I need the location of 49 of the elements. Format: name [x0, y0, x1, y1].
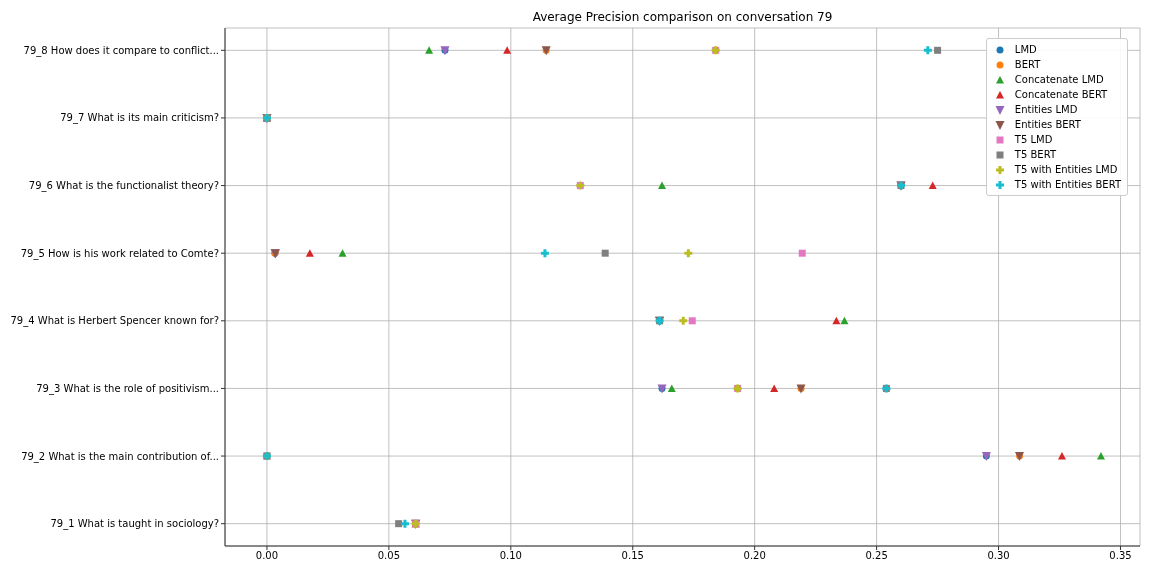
point	[840, 316, 849, 325]
legend-label: LMD	[1014, 44, 1037, 55]
point	[503, 46, 512, 54]
legend-label: BERT	[1014, 59, 1041, 70]
point	[688, 317, 696, 325]
point	[540, 249, 549, 258]
legend-label: Concatenate BERT	[1014, 89, 1108, 100]
point	[684, 249, 693, 258]
y-tick-label: 79_5 How is his work related to Comte?	[20, 247, 219, 260]
legend-label: Entities LMD	[1014, 104, 1078, 115]
y-tick-label: 79_3 What is the role of positivism...	[36, 382, 219, 395]
x-tick-label: 0.05	[377, 550, 401, 562]
legend-label: T5 LMD	[1014, 134, 1053, 145]
point	[667, 384, 676, 392]
legend-label: T5 with Entities LMD	[1014, 164, 1118, 175]
y-tick-label: 79_7 What is its main criticism?	[60, 112, 219, 125]
point	[395, 520, 403, 528]
legend-label: Entities BERT	[1014, 119, 1081, 130]
legend-label: T5 BERT	[1014, 149, 1057, 160]
point	[770, 384, 779, 392]
point	[679, 316, 688, 325]
legend-label: Concatenate LMD	[1014, 74, 1104, 85]
x-tick-label: 0.25	[865, 550, 888, 562]
point	[928, 181, 937, 190]
x-tick-label: 0.10	[499, 550, 522, 562]
x-tick-label: 0.30	[987, 550, 1010, 562]
y-tick-label: 79_1 What is taught in sociology?	[50, 518, 219, 531]
point	[798, 249, 806, 257]
y-tick-label: 79_8 How does it compare to conflict...	[23, 44, 219, 57]
y-tick-label: 79_2 What is the main contribution of...	[21, 450, 219, 463]
point	[832, 316, 841, 325]
x-tick-label: 0.15	[621, 550, 644, 562]
point	[400, 519, 409, 528]
point	[1057, 452, 1066, 460]
y-tick-label: 79_6 What is the functionalist theory?	[28, 180, 219, 193]
point	[923, 46, 932, 55]
y-tick-label: 79_4 What is Herbert Spencer known for?	[10, 315, 219, 328]
point	[425, 46, 434, 54]
x-tick-label: 0.00	[255, 550, 279, 562]
point	[1096, 452, 1105, 460]
point	[658, 181, 667, 190]
point	[338, 249, 347, 257]
point	[305, 249, 314, 257]
chart-title: Average Precision comparison on conversation 79	[531, 10, 834, 24]
point	[601, 249, 609, 257]
point	[934, 46, 942, 54]
x-tick-label: 0.20	[743, 550, 766, 562]
legend-label: T5 with Entities BERT	[1014, 179, 1121, 190]
x-tick-label: 0.35	[1109, 550, 1132, 562]
